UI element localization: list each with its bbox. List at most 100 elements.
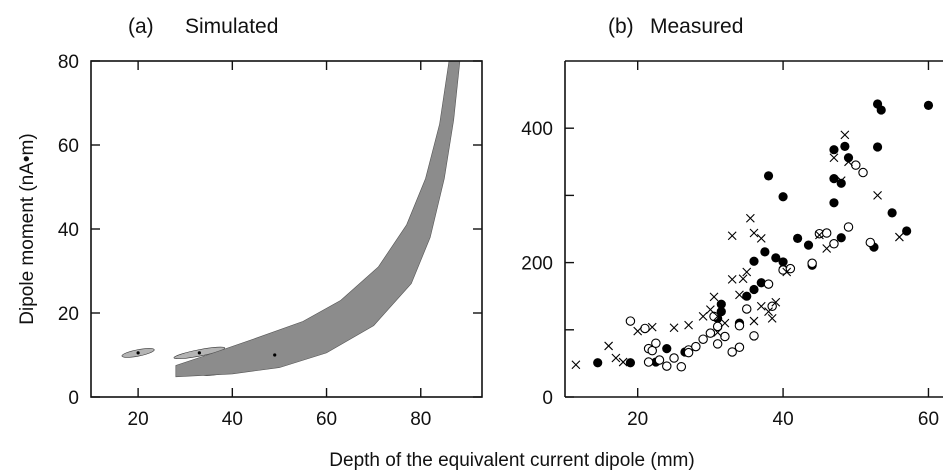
filled-circle-point-23 <box>836 233 846 243</box>
open-circle-point-21 <box>763 279 774 289</box>
x-tick-label-80: 80 <box>410 409 431 430</box>
x-tick-label-20: 20 <box>627 409 648 430</box>
y-tick-label-400: 400 <box>521 119 553 140</box>
y-tick-label-200: 200 <box>521 254 553 275</box>
filled-circle-point-19 <box>829 145 839 155</box>
cross-stroke <box>705 305 715 315</box>
filled-circle-point-17 <box>803 240 814 250</box>
cross-point-1 <box>604 341 614 351</box>
cross-point-2 <box>611 353 621 363</box>
cross-stroke <box>822 244 832 253</box>
open-circle-point-4 <box>651 338 661 348</box>
cross-stroke <box>815 230 824 240</box>
filled-circle-point-13 <box>771 253 781 263</box>
cross-point-6 <box>669 323 679 333</box>
open-circle-point-19 <box>741 304 752 314</box>
cross-point-23 <box>764 307 773 317</box>
open-circle-point-8 <box>669 353 679 363</box>
cross-point-17 <box>742 267 752 277</box>
cross-point-13 <box>720 318 730 328</box>
cross-point-35 <box>894 232 904 242</box>
filled-circle-point-11 <box>760 247 770 257</box>
cross-stroke <box>735 290 744 300</box>
cross-point-25 <box>771 297 781 307</box>
cross-point-15 <box>735 290 744 300</box>
cross-stroke <box>742 267 752 277</box>
center-marker-1 <box>197 351 201 355</box>
open-circle-point-16 <box>720 331 730 342</box>
open-circle-point-0 <box>625 316 636 326</box>
center-marker-0 <box>136 351 140 355</box>
cross-point-31 <box>836 176 846 186</box>
filled-circle-point-25 <box>843 153 854 163</box>
y-tick-label-0: 0 <box>542 388 553 409</box>
filled-circle-point-20 <box>829 174 839 184</box>
open-circle-point-12 <box>698 334 708 344</box>
open-circle-point-17 <box>727 347 737 357</box>
cross-stroke <box>749 228 759 238</box>
filled-circle-point-33 <box>756 278 766 288</box>
filled-circle-point-30 <box>887 208 897 218</box>
open-circle-point-27 <box>821 228 832 238</box>
panel-b-title: Measured <box>650 15 743 38</box>
open-circle-point-35 <box>683 347 694 358</box>
cross-stroke <box>727 275 737 284</box>
open-circle-point-1 <box>640 323 650 334</box>
cross-stroke <box>829 153 839 163</box>
cross-point-34 <box>873 191 882 200</box>
cross-point-10 <box>709 292 719 302</box>
filled-circle-point-10 <box>749 284 759 295</box>
x-tick-label-40: 40 <box>222 409 243 430</box>
filled-circle-point-15 <box>778 257 788 267</box>
cross-stroke <box>836 176 846 186</box>
cross-point-19 <box>749 228 759 238</box>
filled-circle-point-12 <box>763 171 774 181</box>
x-tick-label-60: 60 <box>918 409 939 430</box>
cross-point-30 <box>829 153 839 163</box>
cross-stroke <box>611 353 621 363</box>
panel-a-simulated: (a) Simulated 20 40 60 80 0 20 40 60 80 Dipole m… <box>17 15 483 430</box>
region-light-3 <box>175 61 461 378</box>
cross-point-21 <box>756 301 766 311</box>
cross-stroke <box>767 313 777 323</box>
cross-point-12 <box>716 301 726 311</box>
filled-circle-point-16 <box>793 233 803 244</box>
cross-point-32 <box>840 130 850 140</box>
y-tick-label-40: 40 <box>58 220 79 241</box>
cross-stroke <box>764 307 773 317</box>
filled-circle-point-21 <box>829 198 839 208</box>
cross-stroke <box>778 259 788 269</box>
panel-a-title: Simulated <box>185 15 278 38</box>
filled-circle-point-32 <box>923 100 934 110</box>
cross-stroke <box>844 157 853 167</box>
cross-stroke <box>709 292 719 302</box>
open-circle-point-15 <box>712 339 723 349</box>
cross-stroke <box>684 320 693 330</box>
panel-b-measured: (b) Measured 20 40 60 0 200 400 <box>521 15 943 430</box>
open-circle-point-18 <box>734 321 745 331</box>
filled-circle-point-31 <box>902 226 912 236</box>
open-circle-point-25 <box>807 258 817 269</box>
cross-stroke <box>571 360 581 370</box>
cross-stroke <box>604 341 614 351</box>
open-circle-point-20 <box>749 331 759 341</box>
panel-b-label: (b) <box>608 15 634 38</box>
cross-point-26 <box>778 259 788 269</box>
y-axis-label: Dipole moment (nA•m) <box>17 133 38 324</box>
cross-stroke <box>618 357 628 367</box>
cross-point-0 <box>571 360 581 370</box>
cross-stroke <box>698 311 708 321</box>
filled-circle-point-0 <box>593 358 603 368</box>
cross-stroke <box>756 301 766 311</box>
open-circle-point-30 <box>851 160 861 170</box>
cross-point-4 <box>633 326 643 336</box>
cross-point-5 <box>647 322 657 332</box>
cross-stroke <box>720 318 730 328</box>
filled-circle-point-14 <box>778 192 788 202</box>
cross-stroke <box>894 232 904 242</box>
cross-point-16 <box>738 274 748 284</box>
open-circle-point-5 <box>643 357 654 367</box>
cross-stroke <box>633 326 643 336</box>
cross-stroke <box>713 328 723 337</box>
